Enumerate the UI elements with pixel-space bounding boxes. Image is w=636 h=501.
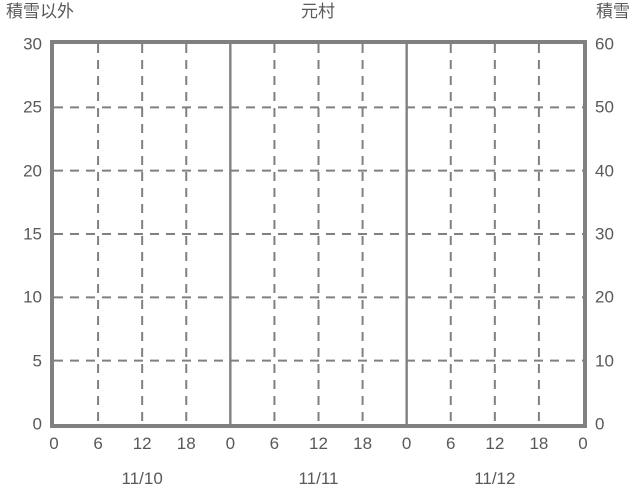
x-axis-tick-label: 0 xyxy=(578,434,588,453)
plot-inner xyxy=(54,44,583,424)
x-axis-date-label: 11/12 xyxy=(474,469,516,488)
x-axis-tick-label: 18 xyxy=(353,434,373,453)
gridlines xyxy=(54,44,583,424)
x-axis-tick-labels: 0 6 12 18 0 6 12 18 0 6 12 18 0 xyxy=(49,434,587,456)
right-axis-tick-label: 40 xyxy=(595,161,614,181)
right-axis-tick-label: 60 xyxy=(595,34,614,54)
x-axis-tick-label: 12 xyxy=(132,434,152,453)
x-axis-tick-label: 12 xyxy=(309,434,328,453)
x-axis-tick-label: 6 xyxy=(446,434,456,453)
x-axis-tick-label: 6 xyxy=(93,434,103,453)
right-axis-tick-label: 30 xyxy=(595,224,614,244)
left-axis-tick-label: 25 xyxy=(23,97,42,117)
left-axis-tick-label: 0 xyxy=(32,414,42,434)
x-axis-date-label: 11/10 xyxy=(121,469,163,488)
x-axis-tick-label: 0 xyxy=(401,434,412,453)
x-axis-tick-label: 18 xyxy=(529,434,549,453)
left-axis-tick-label: 5 xyxy=(32,351,42,371)
x-axis-date-label: 11/11 xyxy=(298,469,339,488)
right-axis-tick-label: 10 xyxy=(595,351,614,371)
right-axis-title: 積雪 xyxy=(596,2,630,21)
left-axis-tick-label: 15 xyxy=(23,224,42,244)
x-axis-tick-label: 0 xyxy=(49,434,59,453)
x-axis-tick-label: 6 xyxy=(269,434,280,453)
chart-title: 元村 xyxy=(301,2,335,21)
x-axis-date-labels: 11/10 11/11 11/12 xyxy=(50,468,587,492)
x-axis-tick-label: 18 xyxy=(176,434,196,453)
left-axis-tick-label: 10 xyxy=(23,287,42,307)
x-axis-tick-label: 12 xyxy=(485,434,505,453)
left-axis-tick-label: 30 xyxy=(23,34,42,54)
left-axis-title: 積雪以外 xyxy=(6,2,74,21)
right-axis-tick-label: 0 xyxy=(595,414,605,434)
right-axis-tick-labels: 0 10 20 30 40 50 60 xyxy=(595,36,636,433)
x-axis-tick-label: 0 xyxy=(225,434,236,453)
plot-area xyxy=(50,40,587,428)
right-axis-tick-label: 50 xyxy=(595,97,614,117)
left-axis-tick-labels: 0 5 10 15 20 25 30 xyxy=(0,36,42,433)
left-axis-tick-label: 20 xyxy=(23,161,42,181)
right-axis-tick-label: 20 xyxy=(595,287,614,307)
